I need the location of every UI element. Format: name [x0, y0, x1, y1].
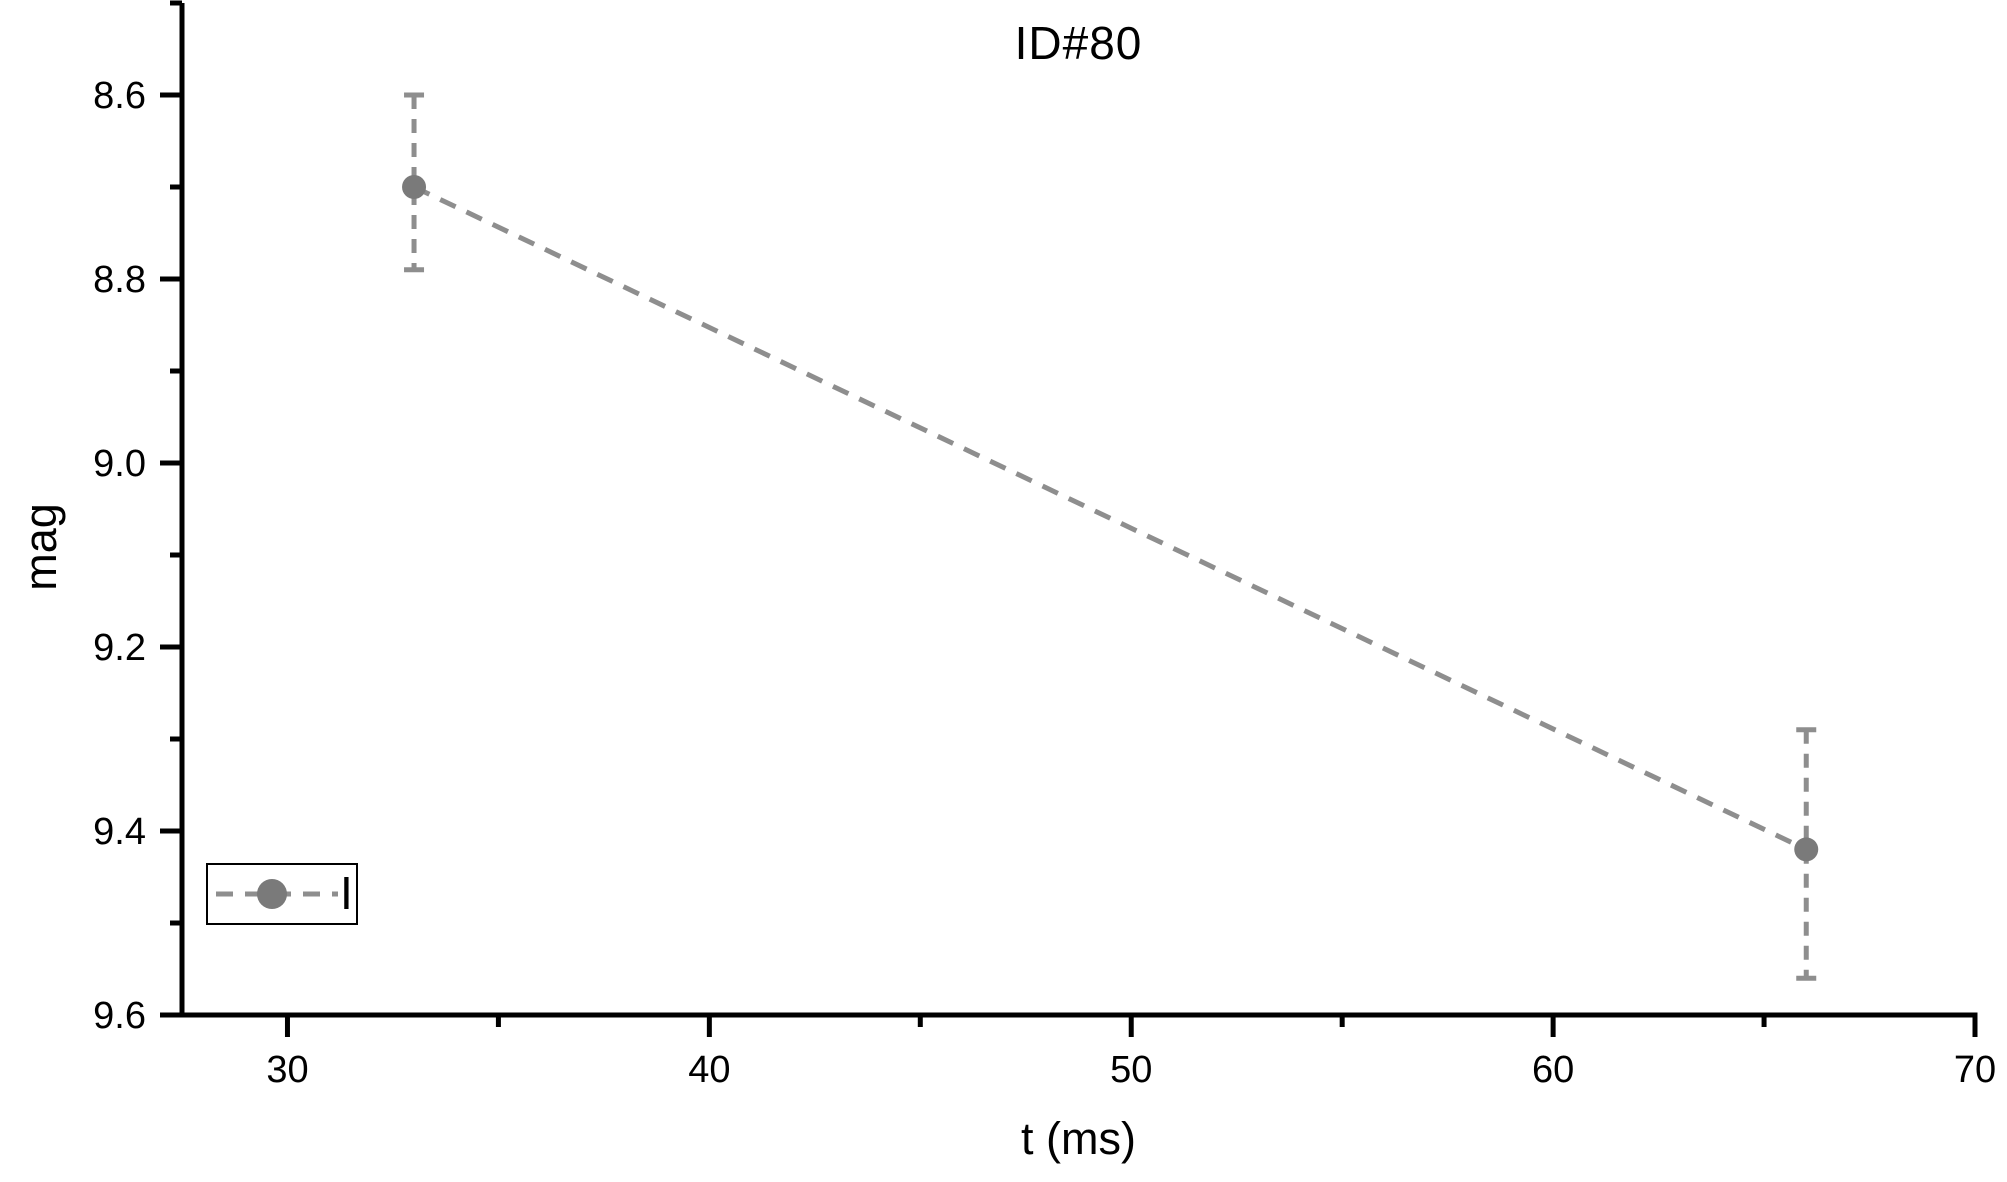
x-axis-title: t (ms): [1021, 1113, 1136, 1164]
series-line: [412, 184, 1808, 852]
data-point-marker: [402, 175, 427, 199]
legend-series-label: I: [340, 867, 353, 919]
y-axis-title: mag: [15, 503, 66, 591]
y-tick-label: 8.6: [93, 75, 146, 117]
x-tick-label: 60: [1532, 1049, 1574, 1091]
y-tick-label: 9.6: [93, 995, 146, 1037]
x-tick-label: 50: [1110, 1049, 1152, 1091]
legend-sample-marker: [257, 879, 287, 909]
y-tick-label: 9.0: [93, 443, 146, 485]
data-point-marker: [1794, 837, 1819, 862]
x-tick-label: 40: [688, 1049, 730, 1091]
y-tick-label: 9.2: [93, 627, 146, 669]
x-tick-label: 30: [266, 1049, 308, 1091]
y-tick-label: 8.8: [93, 259, 146, 301]
legend: I: [206, 863, 358, 925]
legend-sample: [216, 879, 338, 909]
chart-title: ID#80: [1014, 17, 1143, 69]
x-tick-label: 70: [1954, 1049, 1996, 1091]
y-tick-label: 9.4: [93, 811, 146, 853]
